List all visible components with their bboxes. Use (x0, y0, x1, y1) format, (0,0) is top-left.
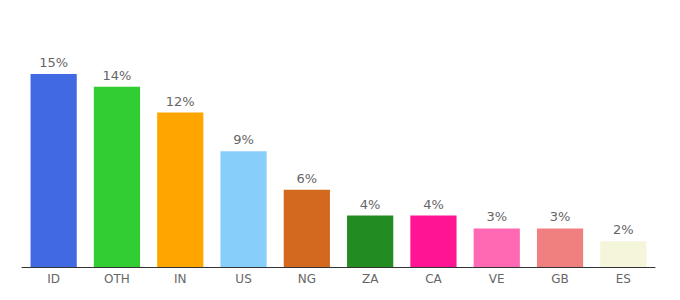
svg-text:6%: 6% (297, 171, 318, 186)
svg-text:4%: 4% (423, 197, 444, 212)
svg-text:OTH: OTH (104, 272, 130, 286)
svg-text:14%: 14% (102, 68, 131, 83)
svg-text:ES: ES (616, 272, 631, 286)
svg-text:ID: ID (47, 272, 60, 286)
svg-text:GB: GB (551, 272, 569, 286)
svg-text:US: US (235, 272, 251, 286)
svg-text:CA: CA (425, 272, 442, 286)
svg-text:9%: 9% (233, 132, 254, 147)
svg-text:15%: 15% (39, 55, 68, 70)
svg-text:3%: 3% (486, 209, 507, 224)
svg-text:VE: VE (489, 272, 505, 286)
svg-text:IN: IN (174, 272, 187, 286)
svg-text:4%: 4% (360, 197, 381, 212)
svg-text:NG: NG (298, 272, 316, 286)
svg-text:2%: 2% (613, 222, 634, 237)
svg-text:12%: 12% (166, 94, 195, 109)
svg-text:ZA: ZA (362, 272, 379, 286)
svg-text:3%: 3% (550, 209, 571, 224)
